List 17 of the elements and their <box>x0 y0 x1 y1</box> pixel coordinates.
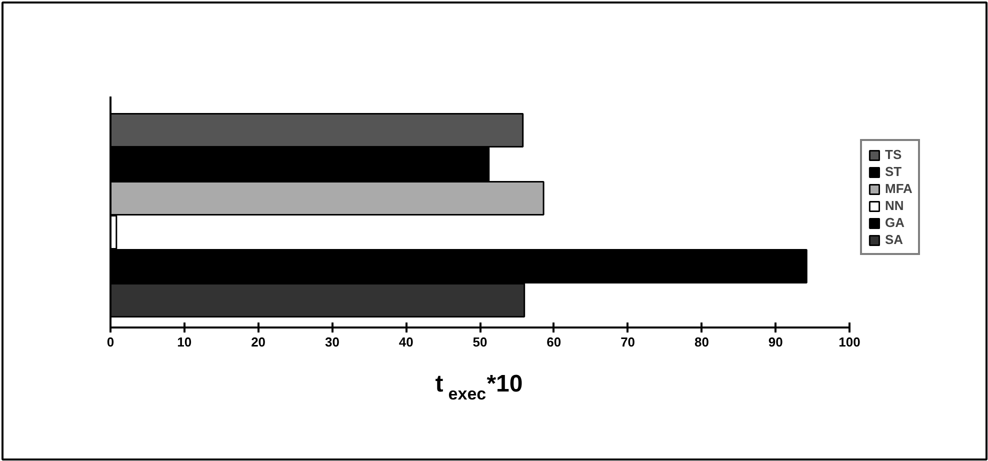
x-tick-label: 0 <box>106 334 114 350</box>
x-tick-label: 40 <box>398 334 414 350</box>
x-tick-label: 70 <box>620 334 636 350</box>
x-tick-label: 20 <box>251 334 266 350</box>
x-tick-label: 60 <box>546 334 562 350</box>
legend-label: NN <box>885 198 905 213</box>
x-tick-label: 10 <box>177 334 192 350</box>
x-tick-label: 80 <box>694 334 709 350</box>
legend-label: SA <box>885 232 904 247</box>
legend-label: TS <box>885 147 903 162</box>
x-tick-label: 100 <box>838 334 860 350</box>
x-tick-label: 90 <box>768 334 783 350</box>
legend-label: GA <box>885 215 905 230</box>
x-tick-label: 50 <box>472 334 488 350</box>
legend-label: ST <box>885 164 903 179</box>
legend-label: MFA <box>885 181 912 196</box>
x-tick-label: 30 <box>324 334 340 350</box>
